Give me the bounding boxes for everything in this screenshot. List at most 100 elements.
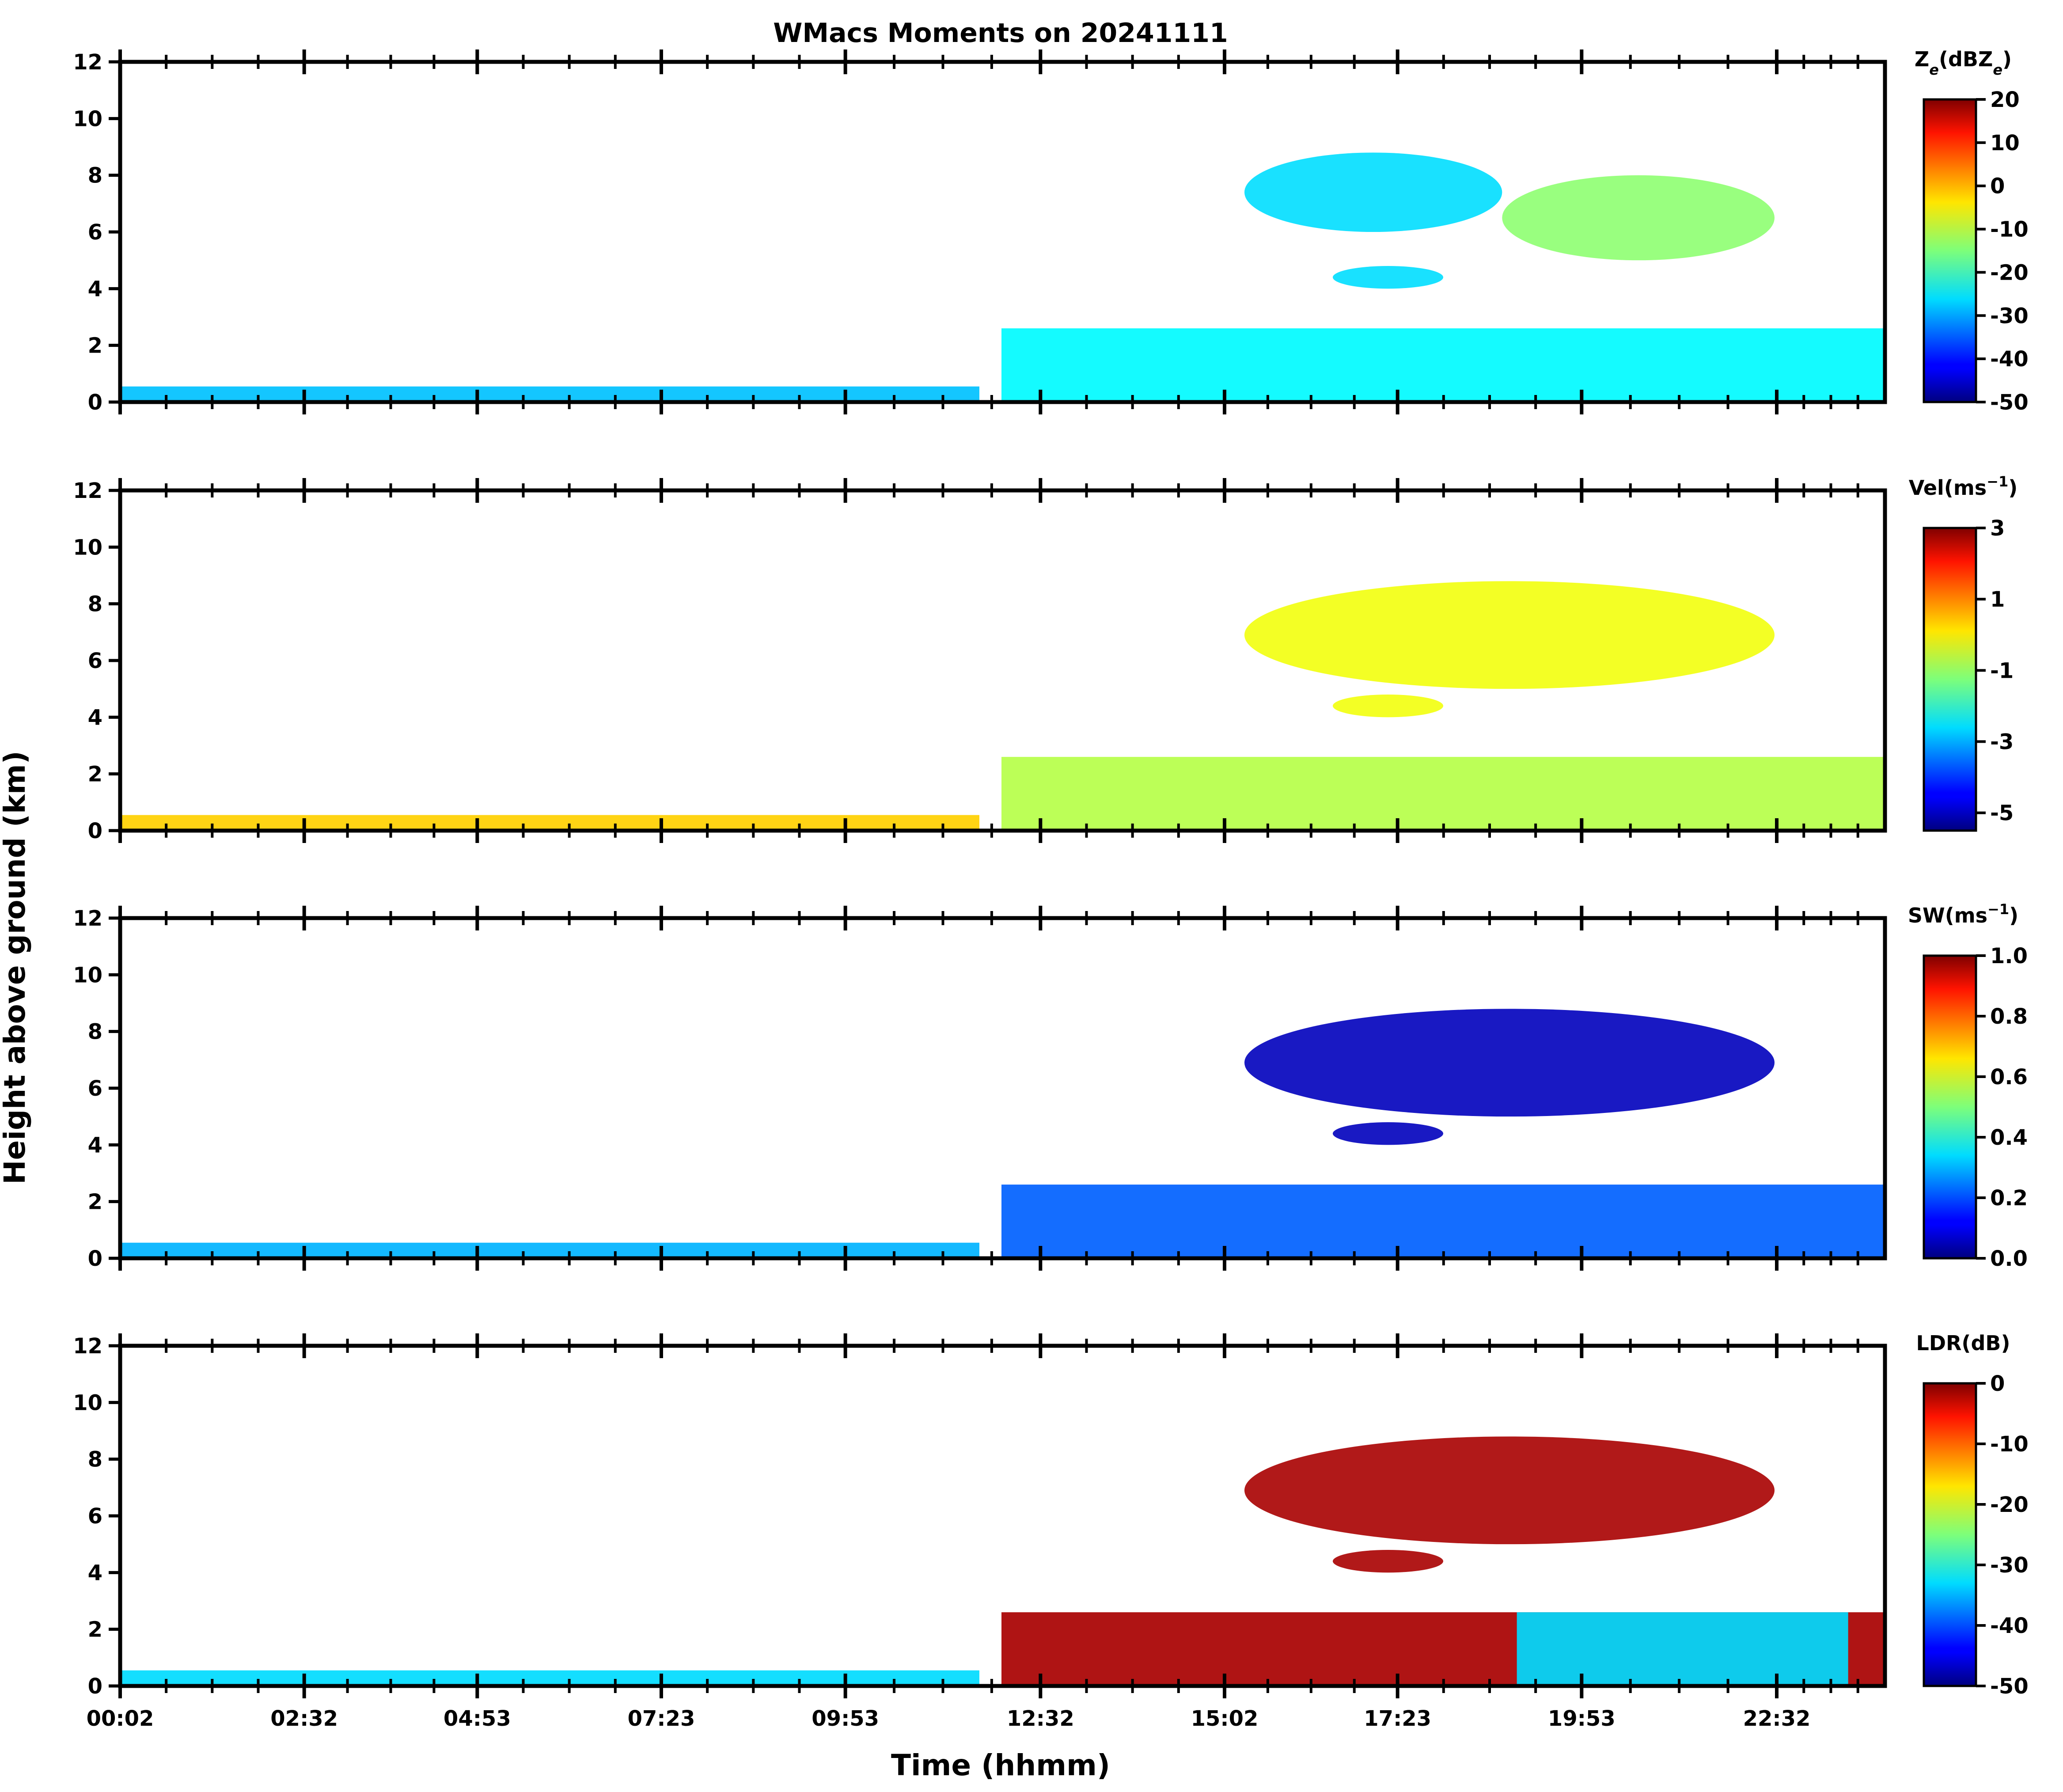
y-tick-label-ldr: 4 <box>88 1560 102 1585</box>
colorbar-tick-label-ze: 0 <box>1990 174 2005 199</box>
colorbar-title-ldr: LDR(dB) <box>1916 1331 2010 1355</box>
colorbar-tick-label-ldr: -30 <box>1990 1553 2029 1578</box>
y-tick-label-sw: 6 <box>88 1076 102 1101</box>
heatmap-region-ze-1 <box>1001 328 1885 402</box>
heatmap-region-vel-1 <box>1001 757 1885 831</box>
colorbar-tick-label-vel: -5 <box>1990 801 2014 826</box>
figure-title: WMacs Moments on 20241111 <box>773 18 1228 49</box>
colorbar-tick-label-ze: -10 <box>1990 217 2029 242</box>
x-tick-label: 09:53 <box>812 1706 879 1731</box>
colorbar-vel: 3 1 -1 -3 -5 Vel(ms−1) <box>1909 473 2018 832</box>
colorbar-tick-label-ze: -50 <box>1990 390 2029 415</box>
colorbar-tick-label-ze: -30 <box>1990 304 2029 328</box>
y-tick-label-vel: 0 <box>88 819 102 843</box>
y-tick-label-vel: 6 <box>88 649 102 673</box>
colorbar-title-sw: SW(ms−1) <box>1908 901 2018 927</box>
x-tick-label: 19:53 <box>1548 1706 1616 1731</box>
y-tick-label-vel: 8 <box>88 592 102 617</box>
heatmap-region-sw-3 <box>1333 1122 1443 1145</box>
y-tick-label-ze: 4 <box>88 277 102 301</box>
colorbar-sw: 1.0 0.8 0.6 0.4 0.2 0.0 SW(ms−1) <box>1908 901 2028 1271</box>
heatmap-region-ldr-4 <box>1333 1550 1443 1573</box>
colorbar-tick-label-sw: 0.6 <box>1990 1065 2028 1090</box>
y-tick-label-ze: 10 <box>73 106 102 131</box>
y-tick-label-sw: 12 <box>73 906 102 931</box>
colorbar-gradient-ldr <box>1923 1382 1977 1687</box>
panel-vel: 0 2 4 6 8 10 12 3 1 -1 -3 -5 Vel(ms−1) <box>73 473 2017 843</box>
x-tick-label: 00:02 <box>87 1706 154 1731</box>
heatmap-region-ze-3 <box>1502 175 1775 261</box>
colorbar-tick-label-vel: -1 <box>1990 658 2014 683</box>
heatmap-region-ze-2 <box>1244 152 1502 232</box>
colorbar-tick-label-ze: 20 <box>1990 87 2020 112</box>
x-axis-label: Time (hhmm) <box>891 1748 1110 1782</box>
colorbar-tick-label-ldr: -50 <box>1990 1674 2029 1699</box>
heatmap-region-ze-4 <box>1333 266 1443 289</box>
y-axis-label: Height above ground (km) <box>0 751 32 1185</box>
heatmap-region-sw-1 <box>1001 1185 1885 1258</box>
heatmap-region-ldr-0 <box>120 1670 979 1686</box>
colorbar-tick-label-sw: 0.8 <box>1990 1004 2028 1029</box>
y-tick-label-vel: 2 <box>88 762 102 787</box>
colorbar-tick-label-ze: -40 <box>1990 347 2029 372</box>
y-tick-label-ze: 2 <box>88 334 102 358</box>
heatmap-ze <box>120 152 1885 402</box>
heatmap-sw <box>120 1009 1885 1258</box>
heatmap-region-vel-0 <box>120 815 979 831</box>
x-tick-label: 04:53 <box>444 1706 511 1731</box>
y-tick-label-ze: 6 <box>88 220 102 245</box>
colorbar-title-vel: Vel(ms−1) <box>1909 473 2018 500</box>
y-tick-label-sw: 10 <box>73 963 102 987</box>
y-tick-label-ze: 0 <box>88 390 102 415</box>
x-tick-label: 12:32 <box>1007 1706 1074 1731</box>
y-tick-label-ldr: 12 <box>73 1334 102 1359</box>
y-tick-label-vel: 12 <box>73 478 102 503</box>
y-tick-label-vel: 4 <box>88 705 102 730</box>
heatmap-region-vel-2 <box>1244 581 1775 689</box>
y-tick-label-sw: 4 <box>88 1133 102 1158</box>
y-tick-label-ze: 12 <box>73 50 102 75</box>
colorbar-tick-label-ldr: -40 <box>1990 1614 2029 1638</box>
colorbar-tick-label-vel: 1 <box>1990 587 2005 612</box>
y-tick-label-ldr: 6 <box>88 1504 102 1529</box>
y-tick-label-sw: 2 <box>88 1190 102 1215</box>
y-tick-label-sw: 8 <box>88 1020 102 1044</box>
y-tick-label-ldr: 0 <box>88 1674 102 1699</box>
colorbar-tick-label-sw: 0.2 <box>1990 1186 2028 1211</box>
heatmap-region-vel-3 <box>1333 695 1443 718</box>
colorbar-tick-label-ldr: 0 <box>1990 1371 2005 1396</box>
x-tick-label: 22:32 <box>1743 1706 1811 1731</box>
colorbar-gradient-sw <box>1923 954 1977 1260</box>
colorbar-title-ze: Ze(dBZe) <box>1915 47 2012 78</box>
heatmap-region-ze-0 <box>120 386 979 402</box>
y-tick-label-ldr: 8 <box>88 1447 102 1472</box>
panels: 02468101220100-10-20-30-40-50Ze(dBZe)024… <box>73 47 2029 1731</box>
colorbar-tick-label-vel: 3 <box>1990 516 2005 541</box>
panel-sw: 0 2 4 6 8 10 12 1.0 0.8 0.6 0.4 0.2 0.0 SW(ms−1) <box>73 901 2028 1271</box>
colorbar-ze: 20 10 0 -10 -20 -30 -40 -50 Ze(dBZe) <box>1915 47 2029 415</box>
colorbar-tick-label-sw: 0.0 <box>1990 1246 2028 1271</box>
colorbar-tick-label-sw: 0.4 <box>1990 1125 2028 1150</box>
x-tick-label: 07:23 <box>628 1706 695 1731</box>
colorbar-tick-label-ldr: -20 <box>1990 1492 2029 1517</box>
colorbar-tick-label-ze: 10 <box>1990 131 2020 156</box>
y-tick-label-ze: 8 <box>88 163 102 188</box>
colorbar-tick-label-ze: -20 <box>1990 260 2029 285</box>
panel-ze: 0 2 4 6 8 10 12 20 10 0 -10 -20 -30 -40 -50 Ze(dBZe) <box>73 47 2029 415</box>
x-tick-label: 17:23 <box>1364 1706 1431 1731</box>
y-tick-label-vel: 10 <box>73 535 102 560</box>
heatmap-ldr <box>120 1436 1885 1686</box>
heatmap-vel <box>120 581 1885 831</box>
colorbar-gradient-ze <box>1923 98 1977 403</box>
colorbar-tick-label-ldr: -10 <box>1990 1432 2029 1457</box>
x-tick-label: 15:02 <box>1191 1706 1259 1731</box>
y-tick-label-ldr: 10 <box>73 1390 102 1415</box>
panel-ldr: 0 2 4 6 8 10 12 00:02 02:32 04:53 07:23 09:53 12:32 1… <box>73 1331 2029 1731</box>
y-tick-label-sw: 0 <box>88 1246 102 1271</box>
x-tick-label: 02:32 <box>270 1706 338 1731</box>
colorbar-ldr: 0 -10 -20 -30 -40 -50 LDR(dB) <box>1916 1331 2029 1699</box>
colorbar-gradient-vel <box>1923 527 1977 832</box>
heatmap-region-ldr-2 <box>1517 1612 1848 1686</box>
colorbar-tick-label-sw: 1.0 <box>1990 944 2028 968</box>
